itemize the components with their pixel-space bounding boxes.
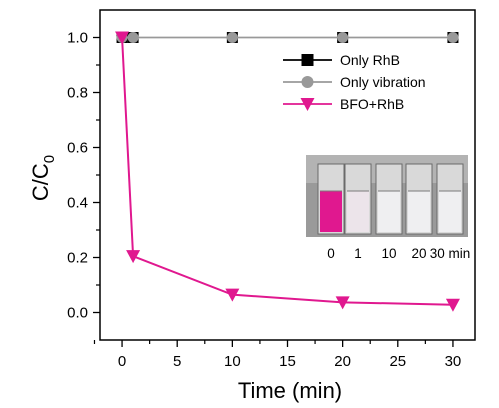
- inset-time-label: 30 min: [430, 246, 471, 261]
- legend-item: Only vibration: [283, 74, 426, 90]
- y-tick-label: 1.0: [67, 30, 88, 47]
- cuvette-liquid: [408, 191, 430, 232]
- x-tick-label: 15: [279, 353, 296, 370]
- x-tick-label: 10: [224, 353, 241, 370]
- x-tick-label: 5: [173, 353, 181, 370]
- x-axis-title: Time (min): [238, 378, 342, 403]
- data-point: [225, 288, 240, 302]
- y-axis-title-subscript: 0: [41, 155, 58, 163]
- series-bfo-rhb: [115, 31, 460, 312]
- legend-label: Only RhB: [340, 52, 400, 68]
- legend-marker: [301, 54, 314, 66]
- cuvettes: [317, 163, 464, 235]
- inset-photo: 0 1 10 20 30 min: [306, 155, 470, 261]
- data-point: [127, 32, 139, 43]
- data-point: [445, 298, 460, 312]
- cuvette-liquid: [378, 191, 400, 232]
- inset-time-label: 20: [411, 246, 426, 261]
- inset-time-label: 0: [327, 246, 335, 261]
- y-tick-label: 0.0: [67, 305, 88, 322]
- data-point: [335, 296, 350, 310]
- data-point: [226, 32, 238, 43]
- data-point: [126, 250, 141, 264]
- data-point: [337, 32, 349, 43]
- legend-marker: [301, 76, 314, 88]
- series-layer: [115, 31, 460, 312]
- y-axis-title: C/C0: [28, 155, 58, 201]
- y-tick-label: 0.6: [67, 140, 88, 157]
- data-point: [115, 31, 130, 45]
- legend-marker: [300, 98, 315, 111]
- legend-item: Only RhB: [283, 52, 400, 68]
- legend-item: BFO+RhB: [283, 96, 404, 112]
- series-only-vibration: [116, 32, 459, 43]
- inset-labels: 0 1 10 20 30 min: [327, 246, 470, 261]
- x-tick-label: 0: [118, 353, 126, 370]
- data-point: [447, 32, 459, 43]
- y-tick-label: 0.2: [67, 250, 88, 267]
- x-tick-label: 25: [389, 353, 406, 370]
- cuvette-liquid: [439, 191, 461, 232]
- y-tick-label: 0.4: [67, 195, 88, 212]
- cuvette-liquid: [347, 191, 369, 232]
- y-axis-title-main: C/C: [28, 163, 53, 201]
- inset-time-label: 10: [381, 246, 396, 261]
- legend-label: Only vibration: [340, 74, 426, 90]
- axis-ticks: 0 5 10 15 20 25 300.00.20.40.60.81.0: [67, 30, 461, 371]
- y-tick-label: 0.8: [67, 85, 88, 102]
- legend: Only RhB Only vibration BFO+RhB: [283, 52, 426, 112]
- cuvette-liquid: [320, 191, 342, 232]
- x-tick-label: 30: [445, 353, 462, 370]
- inset-time-label: 1: [354, 246, 362, 261]
- legend-label: BFO+RhB: [340, 96, 404, 112]
- x-tick-label: 20: [334, 353, 351, 370]
